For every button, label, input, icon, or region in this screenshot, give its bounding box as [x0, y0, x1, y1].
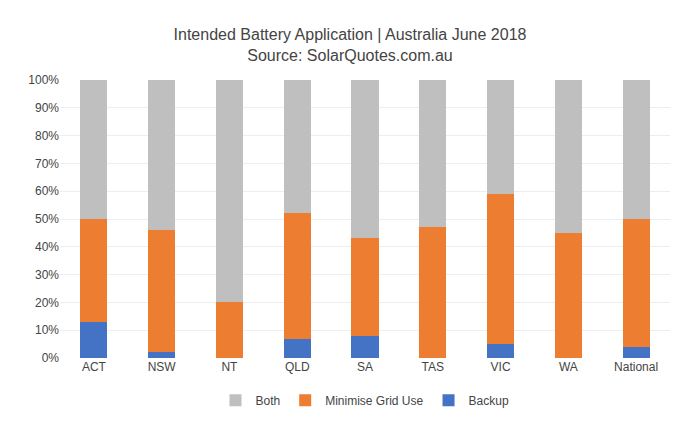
svg-text:90%: 90%: [35, 101, 59, 115]
svg-text:0%: 0%: [42, 351, 60, 365]
svg-text:QLD: QLD: [285, 360, 310, 374]
svg-text:NSW: NSW: [148, 360, 177, 374]
svg-text:20%: 20%: [35, 296, 59, 310]
svg-text:10%: 10%: [35, 323, 59, 337]
svg-text:Intended Battery Application |: Intended Battery Application | Australia…: [174, 26, 527, 64]
svg-text:Both: Both: [256, 394, 281, 408]
svg-text:70%: 70%: [35, 157, 59, 171]
svg-text:30%: 30%: [35, 268, 59, 282]
svg-text:TAS: TAS: [422, 360, 444, 374]
svg-text:80%: 80%: [35, 129, 59, 143]
svg-text:NT: NT: [221, 360, 238, 374]
svg-text:Backup: Backup: [469, 394, 509, 408]
svg-text:Minimise Grid Use: Minimise Grid Use: [325, 394, 423, 408]
svg-text:40%: 40%: [35, 240, 59, 254]
svg-text:WA: WA: [559, 360, 578, 374]
svg-text:National: National: [614, 360, 658, 374]
svg-text:VIC: VIC: [491, 360, 511, 374]
svg-text:ACT: ACT: [82, 360, 107, 374]
svg-text:60%: 60%: [35, 184, 59, 198]
svg-text:SA: SA: [357, 360, 373, 374]
svg-text:50%: 50%: [35, 212, 59, 226]
svg-text:100%: 100%: [28, 73, 59, 87]
